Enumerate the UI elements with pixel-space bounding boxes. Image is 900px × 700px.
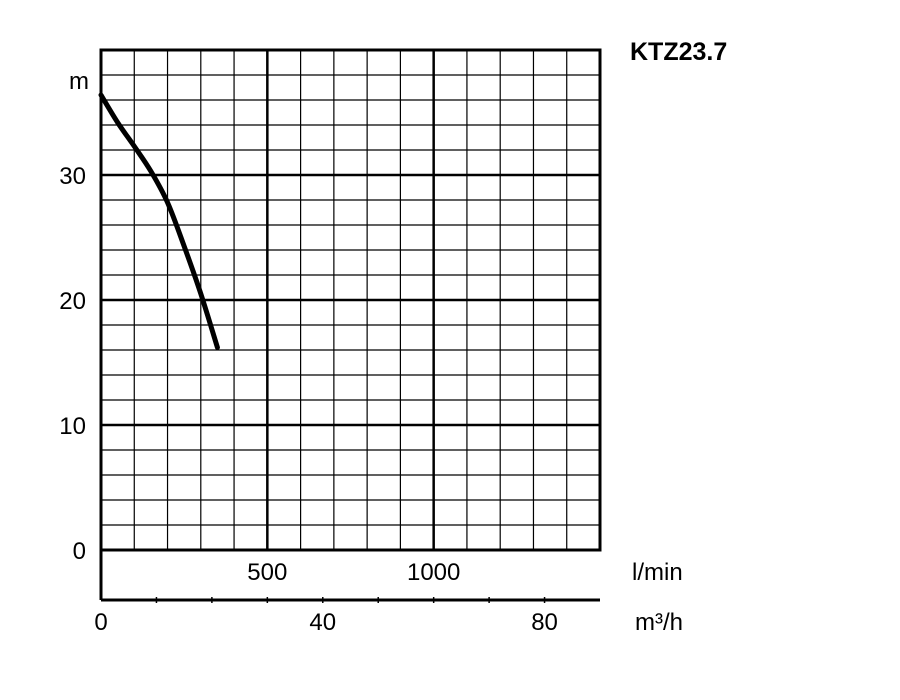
grid-major xyxy=(101,50,600,550)
y-tick-label: 30 xyxy=(59,163,86,190)
series-line-head xyxy=(98,92,220,350)
y-tick-label: 10 xyxy=(59,413,86,440)
x-tick-label-m3h: 0 xyxy=(94,609,107,636)
grid-minor xyxy=(101,50,600,550)
x-tick-label-lpm: 1000 xyxy=(407,559,460,586)
secondary-axis-ticks xyxy=(155,597,546,603)
plot-frame xyxy=(99,48,602,552)
x-tick-label-lpm: 500 xyxy=(247,559,287,586)
y-tick-label: 0 xyxy=(73,538,86,565)
x-tick-labels-m3h: 0 40 80 xyxy=(94,609,558,636)
y-tick-labels: 0 10 20 30 xyxy=(59,163,86,565)
chart-title: KTZ23.7 xyxy=(630,38,727,66)
series-points xyxy=(100,94,218,348)
x-tick-labels-lpm: 500 1000 xyxy=(247,559,460,586)
y-tick-label: 20 xyxy=(59,288,86,315)
y-unit-label: m xyxy=(69,68,89,95)
x-unit-label-m3h: m³/h xyxy=(635,609,683,636)
x-unit-label-lpm: l/min xyxy=(632,559,683,586)
x-tick-label-m3h: 80 xyxy=(531,609,558,636)
x-tick-label-m3h: 40 xyxy=(309,609,336,636)
